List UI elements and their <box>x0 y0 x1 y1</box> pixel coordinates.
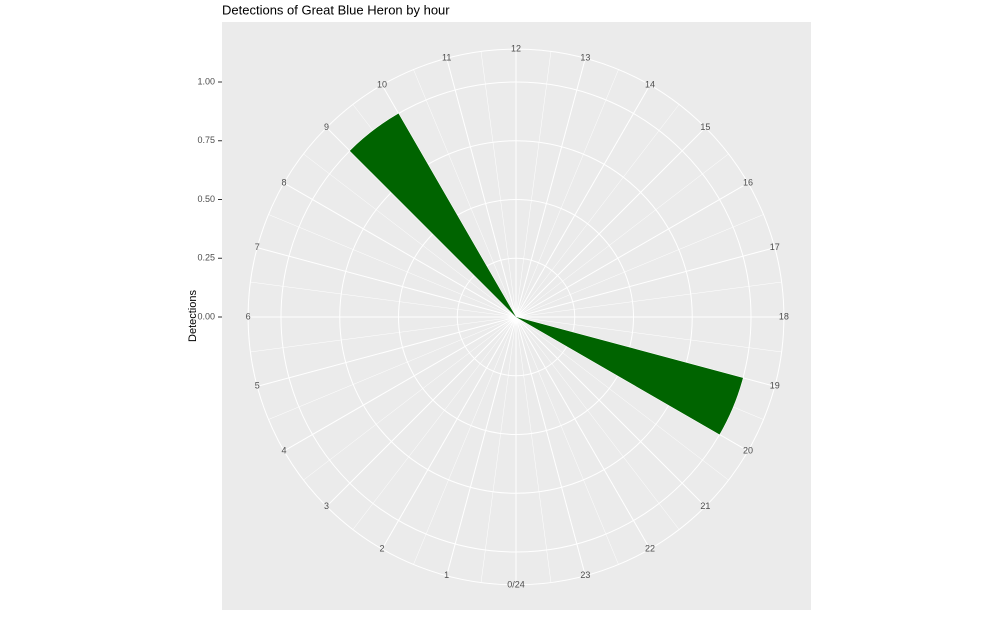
grid-line <box>515 316 586 576</box>
y-tick-label: 0.00 <box>197 311 215 321</box>
grid-circle <box>456 257 576 377</box>
x-tick-label: 21 <box>700 501 710 511</box>
minor-grid-line <box>413 316 517 565</box>
chart-title: Detections of Great Blue Heron by hour <box>222 2 450 17</box>
minor-grid-line <box>250 281 517 318</box>
x-tick-label: 17 <box>770 242 780 252</box>
x-tick-label: 7 <box>255 242 260 252</box>
x-tick-label: 23 <box>580 570 590 580</box>
grid-circle <box>280 81 752 553</box>
x-tick-label: 12 <box>511 43 521 53</box>
minor-grid-line <box>303 316 517 481</box>
minor-grid-line <box>303 153 517 318</box>
grid-line <box>515 316 749 452</box>
minor-grid-line <box>480 316 517 583</box>
grid-line <box>515 316 706 507</box>
x-tick-label: 0/24 <box>507 579 525 589</box>
minor-grid-line <box>515 69 619 318</box>
grid-line <box>515 58 586 318</box>
x-tick-label: 3 <box>324 501 329 511</box>
grid-circle <box>339 140 693 494</box>
minor-grid-line <box>515 51 552 318</box>
minor-grid-line <box>515 281 782 318</box>
x-tick-label: 10 <box>377 79 387 89</box>
x-tick-label: 8 <box>281 177 286 187</box>
bar <box>516 317 743 435</box>
grid-line <box>515 316 651 550</box>
x-tick-label: 22 <box>645 543 655 553</box>
minor-grid-line <box>480 51 517 318</box>
x-tick-label: 20 <box>743 445 753 455</box>
minor-grid-line <box>413 69 517 318</box>
minor-grid-line <box>268 214 517 318</box>
grid-line <box>257 247 517 318</box>
y-axis-label: Detections <box>187 290 199 342</box>
x-tick-label: 15 <box>700 122 710 132</box>
x-tick-label: 6 <box>246 311 251 321</box>
grid-line <box>446 316 517 576</box>
minor-grid-line <box>515 316 552 583</box>
x-tick-label: 14 <box>645 79 655 89</box>
grid-line <box>381 316 517 550</box>
x-tick-label: 2 <box>380 543 385 553</box>
x-tick-label: 4 <box>281 445 286 455</box>
x-tick-label: 13 <box>580 53 590 63</box>
grid-line <box>515 84 651 318</box>
minor-grid-line <box>515 153 729 318</box>
y-tick-label: 1.00 <box>197 76 215 86</box>
bar <box>349 113 516 317</box>
grid-line <box>515 247 775 318</box>
x-tick-label: 18 <box>779 311 789 321</box>
grid-line <box>515 182 749 318</box>
outer-circle <box>247 48 785 586</box>
minor-grid-line <box>515 214 764 318</box>
minor-grid-line <box>515 316 729 481</box>
minor-grid-line <box>352 316 517 530</box>
grid-circle <box>398 199 634 435</box>
minor-grid-line <box>515 104 680 318</box>
y-tick-label: 0.75 <box>197 135 215 145</box>
x-tick-label: 19 <box>770 381 780 391</box>
grid-line <box>446 58 517 318</box>
grid-line <box>283 316 517 452</box>
x-tick-label: 1 <box>444 570 449 580</box>
grid-line <box>326 316 517 507</box>
minor-grid-line <box>515 316 680 530</box>
minor-grid-line <box>250 316 517 353</box>
x-tick-label: 9 <box>324 122 329 132</box>
y-tick-label: 0.25 <box>197 253 215 263</box>
x-tick-label: 16 <box>743 177 753 187</box>
minor-grid-line <box>515 316 782 353</box>
minor-grid-line <box>268 316 517 420</box>
grid-line <box>515 127 706 318</box>
grid-line <box>283 182 517 318</box>
x-tick-label: 5 <box>255 381 260 391</box>
minor-grid-line <box>515 316 619 565</box>
x-tick-label: 11 <box>442 53 451 63</box>
y-tick-label: 0.50 <box>197 194 215 204</box>
grid-line <box>257 316 517 387</box>
